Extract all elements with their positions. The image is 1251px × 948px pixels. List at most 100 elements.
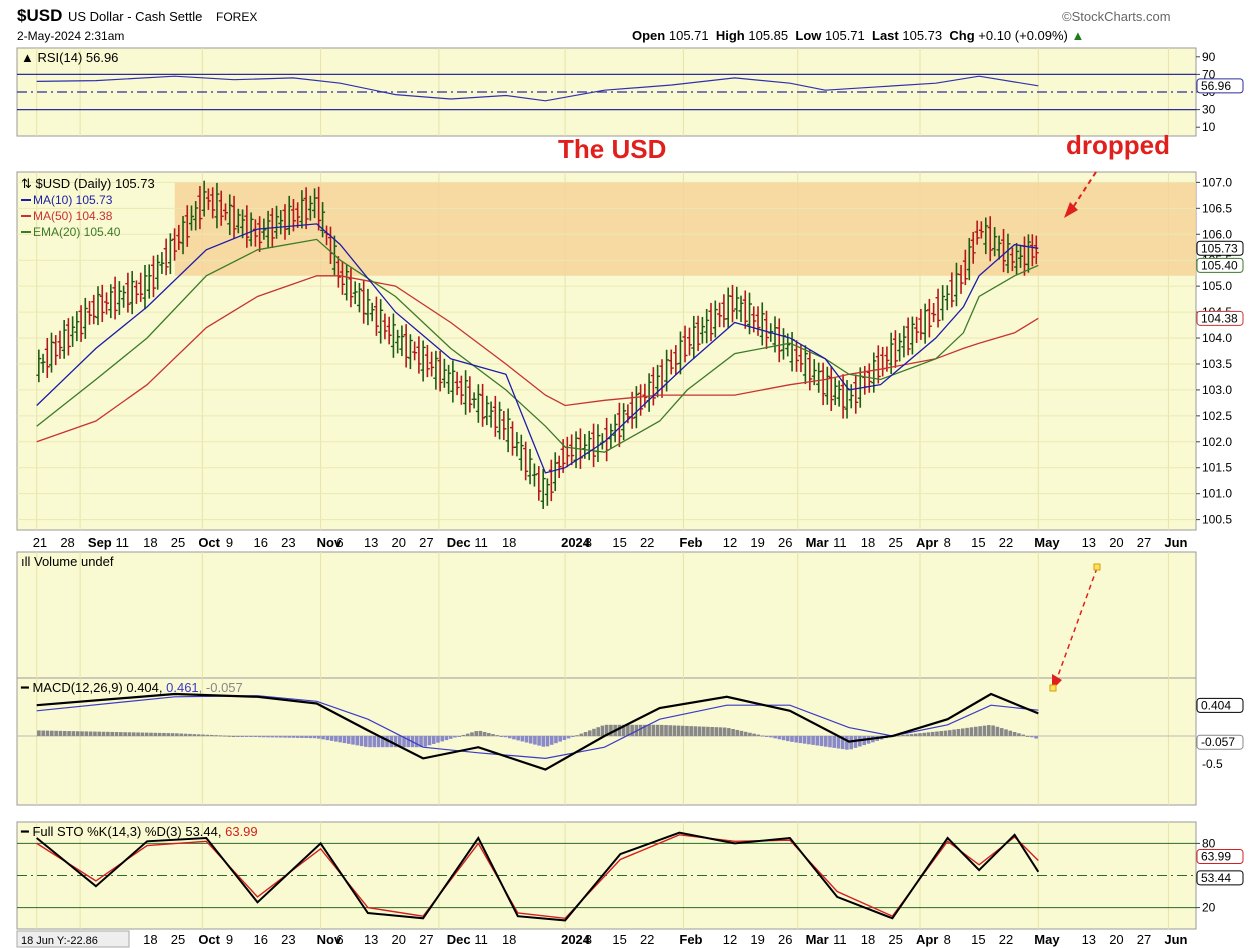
macd-histogram-bar bbox=[651, 724, 656, 736]
macd-histogram-bar bbox=[253, 736, 258, 738]
sto-legend: ━ Full STO %K(14,3) %D(3) 53.44, 63.99 bbox=[20, 824, 258, 839]
macd-histogram-bar bbox=[136, 732, 140, 736]
macd-histogram-bar bbox=[385, 736, 389, 748]
brand-label[interactable]: ©StockCharts.com bbox=[1062, 9, 1171, 24]
macd-histogram-bar bbox=[739, 730, 744, 736]
macd-histogram-bar bbox=[414, 736, 419, 748]
macd-histogram-bar bbox=[1021, 734, 1026, 736]
macd-histogram-bar bbox=[376, 736, 381, 748]
macd-histogram-bar bbox=[756, 734, 761, 736]
macd-histogram-bar bbox=[558, 736, 562, 742]
x-axis-label: 28 bbox=[60, 535, 74, 550]
macd-histogram-bar bbox=[537, 736, 541, 746]
macd-histogram-bar bbox=[1012, 731, 1017, 736]
macd-histogram-bar bbox=[58, 730, 63, 736]
macd-histogram-bar bbox=[351, 736, 355, 745]
x-axis-label: 22 bbox=[640, 535, 654, 550]
macd-histogram-bar bbox=[334, 736, 338, 742]
macd-histogram-bar bbox=[123, 732, 127, 736]
macd-histogram-bar bbox=[562, 736, 567, 740]
ema20-last-label: 105.40 bbox=[1201, 258, 1238, 272]
annotation-arrow-1 bbox=[1069, 171, 1097, 213]
x-axis2-label: 9 bbox=[226, 932, 233, 947]
x-axis-label: Oct bbox=[198, 535, 220, 550]
macd-histogram-bar bbox=[909, 734, 914, 736]
macd-histogram-bar bbox=[127, 732, 132, 736]
macd-histogram-bar bbox=[503, 736, 508, 738]
x-axis2-label: 16 bbox=[254, 932, 268, 947]
macd-histogram-bar bbox=[67, 731, 71, 736]
macd-histogram-bar bbox=[368, 736, 372, 748]
macd-histogram-bar bbox=[571, 736, 575, 737]
macd-histogram-bar bbox=[448, 736, 453, 739]
macd-histogram-bar bbox=[545, 736, 550, 747]
ema20-line bbox=[36, 238, 1039, 453]
x-axis2-label: 6 bbox=[336, 932, 343, 947]
x-axis2-label: 25 bbox=[171, 932, 185, 947]
x-axis-label: Mar bbox=[806, 535, 829, 550]
x-axis-label: 18 bbox=[143, 535, 157, 550]
macd-histogram-bar bbox=[478, 730, 483, 736]
macd-histogram-bar bbox=[244, 736, 249, 737]
x-axis-label: 27 bbox=[419, 535, 433, 550]
price-last-label: 105.73 bbox=[1201, 241, 1238, 255]
x-axis-label: 26 bbox=[778, 535, 792, 550]
macd-histogram-bar bbox=[978, 726, 982, 736]
x-axis2-label: 18 bbox=[502, 932, 516, 947]
macd-histogram-bar bbox=[162, 732, 166, 736]
macd-histogram-bar bbox=[453, 736, 457, 738]
macd-histogram-bar bbox=[427, 736, 432, 746]
macd-histogram-bar bbox=[372, 736, 377, 748]
macd-histogram-bar bbox=[266, 736, 270, 738]
macd-histogram-bar bbox=[807, 736, 811, 745]
macd-histogram-bar bbox=[533, 736, 537, 745]
price-legend-item: MA(50) 104.38 bbox=[33, 209, 113, 223]
macd-histogram-bar bbox=[218, 735, 223, 737]
x-axis2-label: 25 bbox=[888, 932, 902, 947]
macd-histogram-bar bbox=[308, 736, 313, 739]
ma10-line bbox=[36, 223, 1039, 474]
macd-histogram-bar bbox=[287, 736, 292, 738]
macd-histogram-bar bbox=[685, 725, 689, 736]
macd-histogram-bar bbox=[196, 734, 201, 736]
macd-histogram-bar bbox=[727, 728, 731, 736]
price-y-tick: 102.5 bbox=[1202, 409, 1232, 423]
macd-histogram-bar bbox=[114, 732, 119, 736]
price-y-tick: 104.0 bbox=[1202, 331, 1232, 345]
histogram-last-label-box bbox=[1196, 734, 1244, 750]
price-y-tick: 101.5 bbox=[1202, 461, 1232, 475]
x-axis-label: 18 bbox=[861, 535, 875, 550]
macd-histogram-bar bbox=[541, 736, 546, 747]
macd-histogram-bar bbox=[973, 726, 978, 736]
macd-histogram-bar bbox=[718, 727, 723, 736]
x-axis2-label: 27 bbox=[419, 932, 433, 947]
macd-histogram-bar bbox=[62, 730, 67, 736]
sto-d-last-label: 63.99 bbox=[1201, 850, 1231, 864]
macd-histogram-bar bbox=[1034, 736, 1038, 739]
macd-histogram-bar bbox=[965, 727, 969, 736]
macd-histogram-bar bbox=[592, 728, 596, 736]
chart-exchange: FOREX bbox=[216, 10, 258, 24]
macd-histogram-bar bbox=[499, 736, 504, 737]
rsi-line bbox=[36, 75, 1039, 102]
x-axis-label: 22 bbox=[999, 535, 1013, 550]
price-legend-item: MA(10) 105.73 bbox=[33, 193, 113, 207]
macd-histogram-bar bbox=[952, 729, 956, 736]
x-axis-label: 15 bbox=[971, 535, 985, 550]
macd-histogram-bar bbox=[764, 736, 769, 737]
macd-histogram-bar bbox=[262, 736, 266, 738]
macd-histogram-bar bbox=[575, 735, 579, 737]
macd-histogram-bar bbox=[918, 733, 922, 736]
macd-histogram-bar bbox=[630, 724, 634, 736]
rsi-y-tick: 70 bbox=[1202, 67, 1216, 81]
macd-histogram-bar bbox=[110, 731, 114, 736]
macd-histogram-bar bbox=[815, 736, 820, 746]
x-axis-label: 8 bbox=[585, 535, 592, 550]
x-axis2-label: 22 bbox=[999, 932, 1013, 947]
macd-histogram-bar bbox=[192, 734, 197, 736]
macd-histogram-bar bbox=[722, 727, 727, 736]
macd-histogram-bar bbox=[554, 736, 558, 744]
macd-histogram-bar bbox=[790, 736, 794, 742]
macd-histogram-bar bbox=[676, 725, 681, 736]
